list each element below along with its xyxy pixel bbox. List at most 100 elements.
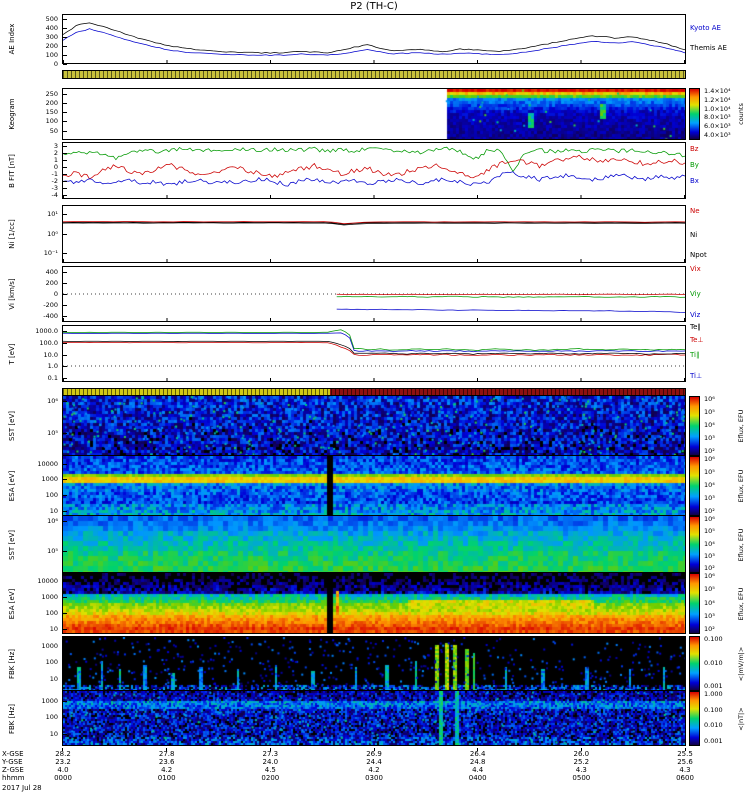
plot-area-ssti [62, 516, 686, 573]
series-Te-para [63, 340, 685, 355]
y-tick-mark [63, 580, 67, 582]
colorbar-tick-label: 10⁶ [704, 572, 715, 580]
y-tick-mark [63, 330, 67, 332]
y-tick-mark [63, 233, 67, 235]
y-tick-mark [63, 700, 67, 702]
axis-tick-value: 4.3 [575, 766, 587, 774]
y-axis-title: AE Index [8, 23, 16, 55]
y-tick-mark [63, 342, 67, 344]
panel-temperature: T [eV] 1000.0 100.0 10.0 1.0 0.1 Te∥ Te⊥ Ti∥ Ti⊥ [0, 323, 750, 383]
axis-row-label: Z-GSE [2, 766, 24, 774]
colorbar [689, 396, 700, 456]
colorbar-unit-label: counts [737, 103, 745, 125]
axis-tick-value: 24.4 [366, 758, 382, 766]
bfit-lines [63, 146, 685, 198]
panel-esa-ion: ESA [eV] 10000 1000 100 10 10⁶ 10⁵ 10⁴ 10³ 10² Efl… [0, 573, 750, 634]
colorbar-tick-label: 10² [704, 447, 715, 455]
y-tick-label: 100 [45, 50, 58, 59]
series-Ti-perp [63, 332, 685, 353]
axis-tick-value: 24.8 [469, 758, 486, 766]
legend-label: Ti⊥ [690, 372, 703, 381]
strip-dots [63, 71, 685, 78]
colorbar-tick-label: 10² [704, 507, 715, 515]
y-tick-label: 0 [53, 162, 58, 171]
y-tick-label: 300 [45, 32, 58, 41]
panel-ion-velocity: Vi [km/s] 400 200 0 -200 -400 Vix Viy Viz [0, 265, 750, 322]
y-tick-mark [63, 282, 67, 284]
colorbar-tick-label: 4.0×10³ [704, 131, 731, 139]
y-tick-label: -2 [51, 177, 58, 186]
series-Ti-para [63, 329, 685, 351]
y-tick-label: 10⁶ [47, 516, 58, 525]
colorbar-tick-label: 10³ [704, 611, 715, 620]
y-tick-label: 150 [45, 108, 58, 117]
y-tick-label: 10 [49, 675, 58, 684]
y-tick-mark [63, 174, 67, 176]
colorbar-unit-label: Eflux, EFU [737, 469, 745, 503]
colorbar-tick-label: 10⁴ [704, 598, 715, 607]
colorbar-tick-label: 0.100 [704, 705, 723, 714]
y-tick-mark [63, 271, 67, 273]
y-tick-mark [63, 145, 67, 147]
esae-spectrogram [63, 456, 685, 515]
x-tick-mark [581, 748, 583, 751]
y-tick-label: 50 [49, 126, 58, 135]
colorbar-unit-label: Eflux, EFU [737, 528, 745, 561]
y-tick-mark [63, 717, 67, 719]
series-Viy [336, 295, 685, 298]
telemetry-mode-strip [0, 388, 750, 396]
colorbar-tick-label: 10³ [704, 494, 715, 502]
y-tick-label: 10¹ [47, 210, 58, 219]
y-axis-title: FBK [Hz] [8, 703, 16, 734]
plot-area-vi [62, 266, 686, 322]
colorbar [689, 636, 700, 691]
plot-area-fbkb [62, 691, 686, 746]
y-tick-mark [63, 195, 67, 197]
y-tick-mark [63, 214, 67, 216]
y-tick-mark [63, 734, 67, 736]
y-axis-title: Ni [1/cc] [8, 219, 16, 249]
y-tick-mark [63, 316, 67, 318]
legend-label: By [690, 160, 699, 169]
ae-lines [63, 22, 685, 63]
y-tick-mark [63, 354, 67, 356]
colorbar-tick-label: 8.0×10³ [704, 113, 731, 122]
colorbar-tick-label: 0.100 [704, 635, 723, 643]
y-axis-title: Keogram [8, 98, 16, 130]
colorbar-tick-label: 10² [704, 625, 715, 633]
x-tick-mark [373, 748, 375, 751]
colorbar-tick-label: 10⁶ [704, 395, 715, 403]
x-tick-mark [685, 748, 686, 751]
y-tick-label: 10 [49, 730, 58, 739]
y-tick-label: 10⁵ [47, 429, 58, 438]
y-tick-mark [63, 159, 67, 161]
legend-label: Bz [690, 144, 699, 153]
axis-tick-value: 0300 [365, 774, 383, 782]
te-lines [63, 329, 685, 381]
colorbar-tick-label: 10⁶ [704, 515, 715, 523]
axis-tick-value: 4.0 [57, 766, 69, 774]
colorbar-tick-label: 10³ [704, 434, 715, 442]
legend-label: Kyoto AE [690, 24, 721, 32]
colorbar-tick-label: 10³ [704, 551, 715, 560]
panel-b-fit: B FIT [nT] 3 2 1 0 -1 -2 -3 -4 Bz By Bx [0, 141, 750, 200]
panel-ae-index: AE Index 500 400 300 200 100 0 Kyoto AE Themis A… [0, 14, 750, 68]
y-axis-title: B FIT [nT] [8, 153, 16, 188]
bottom-axis: X-GSE 28.2 27.8 27.3 26.9 26.4 26.0 25.5 Y-GSE 23… [0, 748, 750, 798]
y-tick-mark [63, 305, 67, 307]
y-tick-label: 400 [45, 23, 58, 32]
y-tick-label: 1000.0 [35, 326, 58, 335]
legend-label: Ti∥ [690, 350, 700, 359]
axis-row-label: hhmm [2, 774, 25, 782]
colorbar-tick-label: 10⁵ [704, 468, 715, 476]
y-tick-label: 1000 [41, 475, 58, 484]
axis-tick-value: 0600 [676, 774, 694, 782]
axis-tick-value: 26.0 [573, 750, 590, 758]
y-tick-mark [63, 27, 67, 29]
axis-tick-value: 23.2 [55, 758, 71, 766]
panel-sst-electron: SST [eV] 10⁶ 10⁵ 10⁶ 10⁵ 10⁴ 10³ 10² Eflux, EFU [0, 396, 750, 456]
y-axis-title: Vi [km/s] [8, 278, 16, 310]
y-tick-mark [63, 45, 67, 47]
y-tick-label: 3 [53, 141, 58, 150]
y-tick-mark [63, 252, 67, 254]
